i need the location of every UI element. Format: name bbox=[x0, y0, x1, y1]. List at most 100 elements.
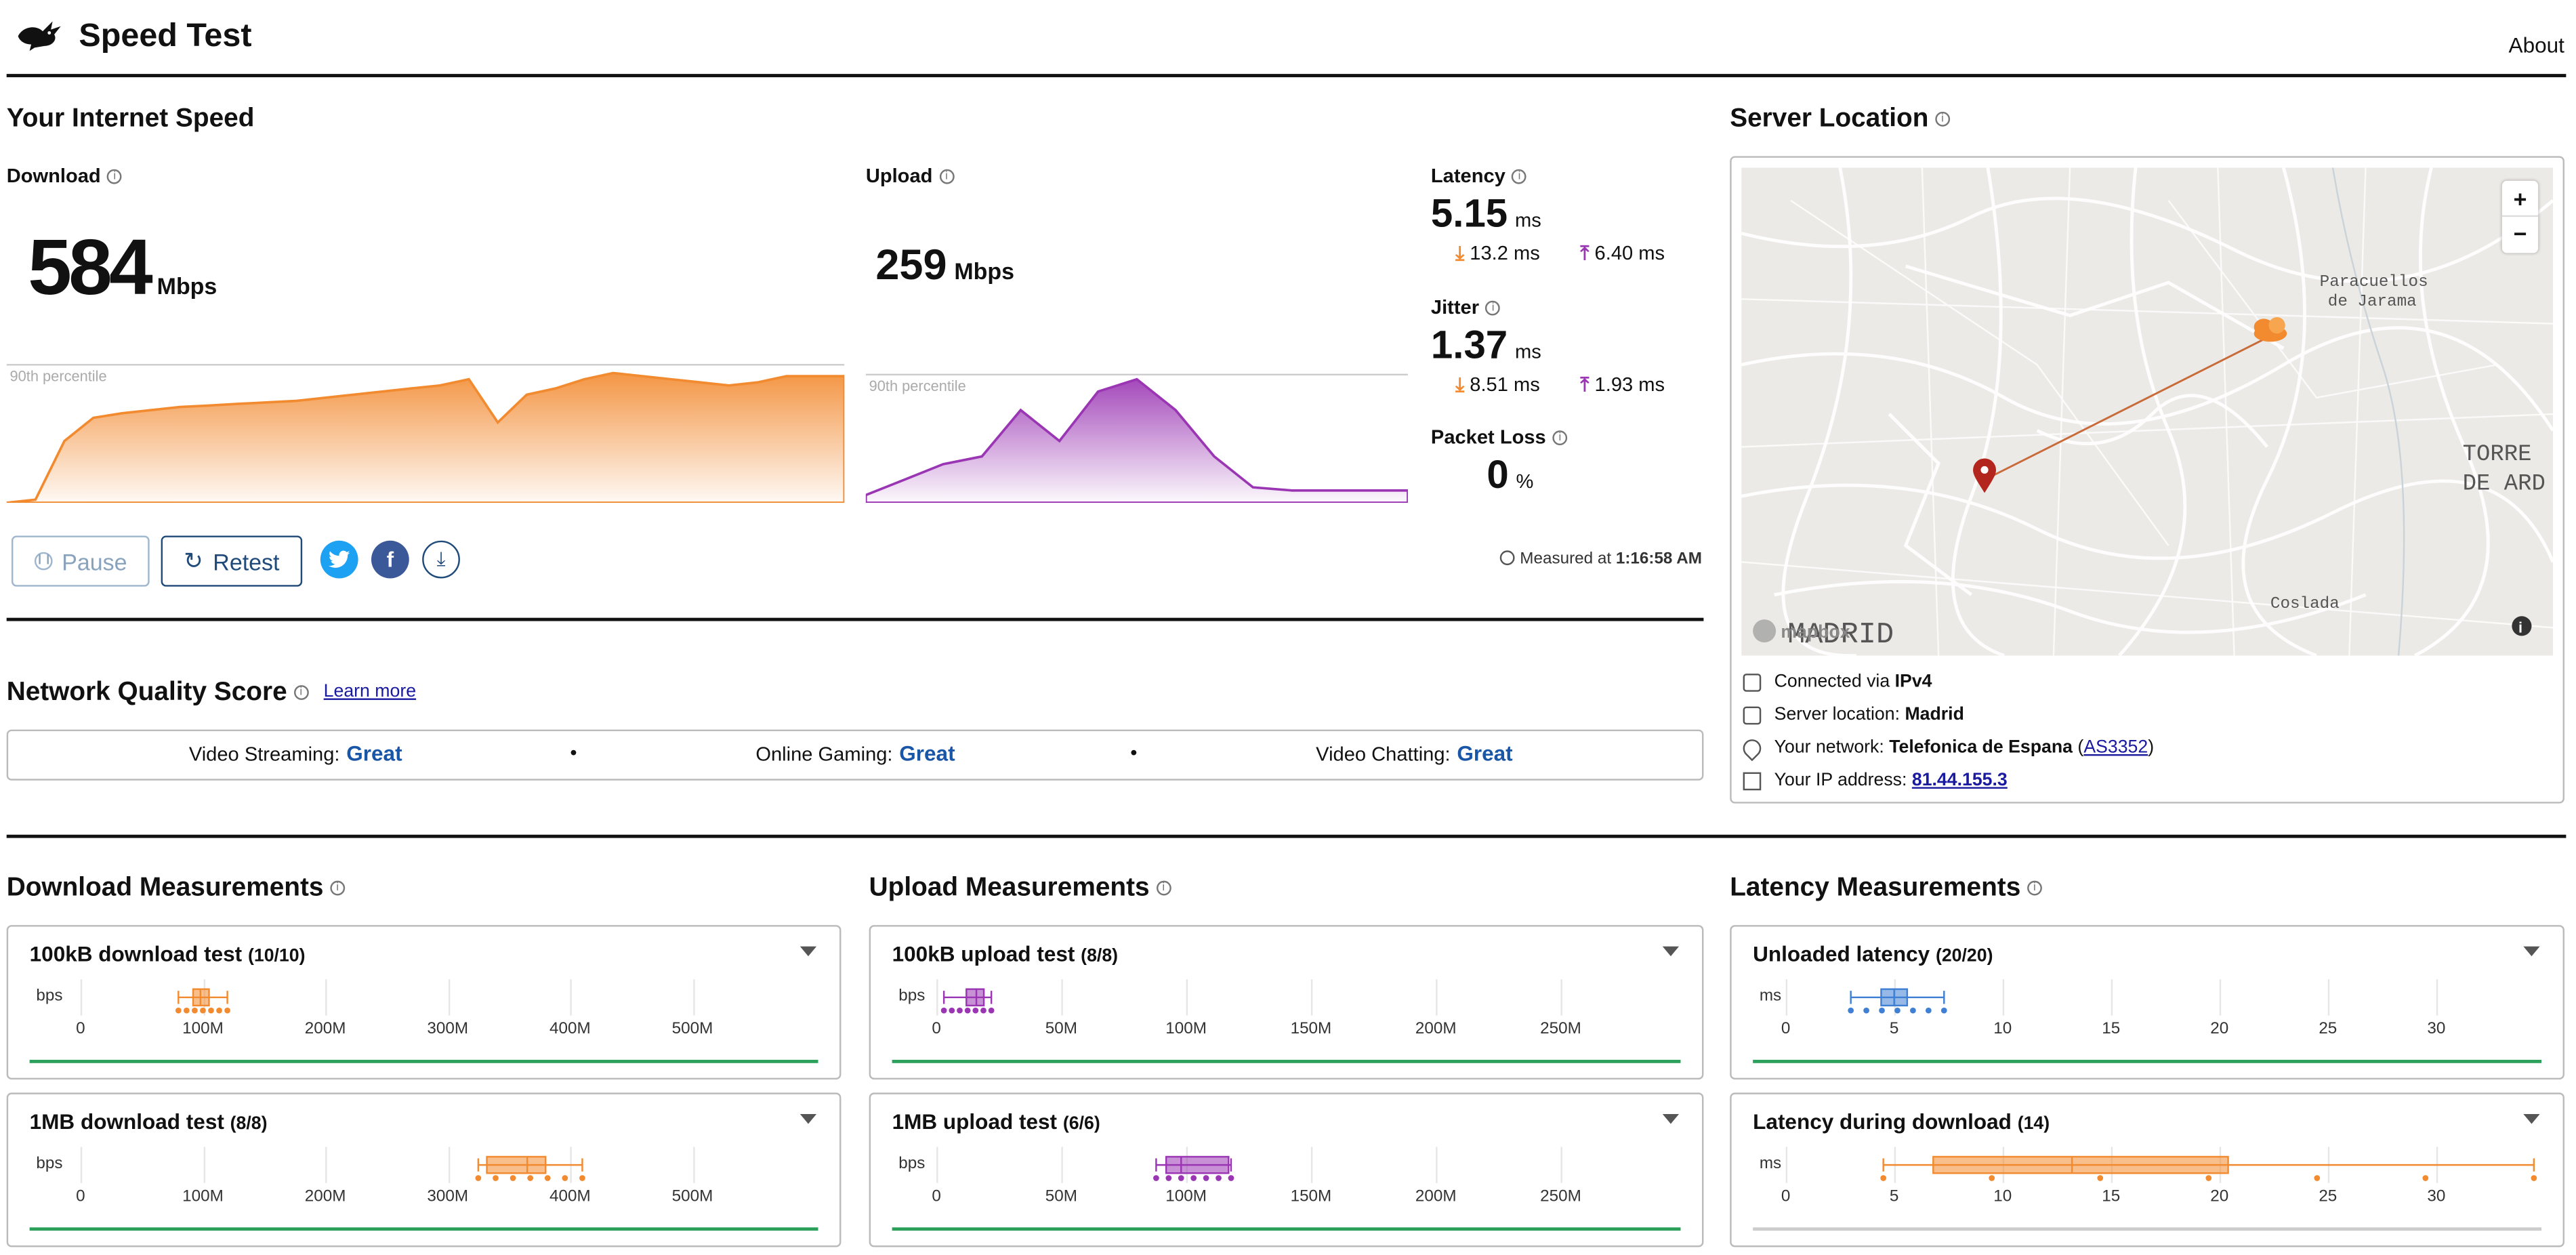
quality-chatting: Video Chatting: Great bbox=[1316, 741, 1513, 766]
download-area bbox=[6, 371, 845, 503]
sample-point bbox=[544, 1175, 551, 1181]
info-icon[interactable]: i bbox=[330, 881, 346, 897]
map-attribution-button[interactable]: i bbox=[2512, 616, 2532, 636]
clock-icon bbox=[1500, 550, 1516, 566]
upload-arrow-icon: ⤒ bbox=[1580, 241, 1590, 265]
sample-point bbox=[972, 1007, 979, 1014]
sample-point bbox=[1940, 1007, 1947, 1014]
status-bar bbox=[29, 1227, 818, 1231]
zoom-out-button[interactable]: − bbox=[2513, 220, 2527, 247]
unloaded-latency-card[interactable]: Unloaded latency (20/20) ms 0 5 10 15 20 25 30 bbox=[1730, 925, 2564, 1080]
upload-100kb-card[interactable]: 100kB upload test (8/8) bps 0 50M 100M 150M 20… bbox=[869, 925, 1704, 1080]
info-icon[interactable]: i bbox=[1552, 431, 1568, 446]
grid-line bbox=[1785, 1147, 1788, 1183]
chevron-down-icon[interactable] bbox=[799, 946, 817, 957]
grid-line bbox=[1560, 1147, 1562, 1183]
info-icon[interactable]: i bbox=[1156, 881, 1171, 897]
rabbit-logo-icon bbox=[18, 21, 61, 52]
card-title: 1MB upload test (6/6) bbox=[892, 1109, 1100, 1134]
grid-line bbox=[1061, 1147, 1063, 1183]
grid-line bbox=[2436, 979, 2438, 1016]
latency-during-download-card[interactable]: Latency during download (14) ms 0 5 10 15 20 25… bbox=[1730, 1092, 2564, 1248]
info-icon[interactable]: i bbox=[293, 685, 309, 701]
tick-label: 25 bbox=[2319, 1020, 2338, 1039]
box-plot bbox=[175, 988, 230, 1014]
header-divider bbox=[6, 74, 2567, 77]
latency-value: 5.15 ms bbox=[1430, 192, 1541, 237]
learn-more-link[interactable]: Learn more bbox=[323, 682, 417, 702]
download-100kb-card[interactable]: 100kB download test (10/10) bps 0 100M 200M 3… bbox=[6, 925, 842, 1080]
tick-label: 200M bbox=[304, 1020, 346, 1039]
sample-point bbox=[1203, 1175, 1209, 1181]
tick-label: 5 bbox=[1889, 1020, 1899, 1039]
grid-line bbox=[1061, 979, 1063, 1016]
grid-line bbox=[2327, 979, 2330, 1016]
retest-button[interactable]: ↻ Retest bbox=[161, 535, 303, 587]
sample-point bbox=[224, 1007, 230, 1014]
upload-area bbox=[865, 377, 1408, 503]
sample-point bbox=[957, 1007, 963, 1014]
status-bar bbox=[892, 1227, 1681, 1231]
sample-point bbox=[1153, 1175, 1159, 1181]
grid-line bbox=[936, 1147, 938, 1183]
sample-point bbox=[2531, 1175, 2537, 1181]
chevron-down-icon[interactable] bbox=[1662, 1113, 1680, 1124]
grid-line bbox=[325, 979, 327, 1016]
download-arrow-icon: ⤓ bbox=[1455, 241, 1465, 265]
sample-point bbox=[1165, 1175, 1172, 1181]
map-attribution-glyph: i bbox=[2518, 619, 2522, 636]
chevron-down-icon[interactable] bbox=[799, 1113, 817, 1124]
sample-point bbox=[1178, 1175, 1184, 1181]
card-title: 100kB download test (10/10) bbox=[29, 941, 306, 966]
chevron-down-icon[interactable] bbox=[2523, 1113, 2540, 1124]
sample-point bbox=[940, 1007, 947, 1014]
zoom-in-button[interactable]: + bbox=[2501, 181, 2539, 218]
quality-streaming: Video Streaming: Great bbox=[188, 741, 402, 766]
zoom-controls: + − bbox=[2501, 180, 2539, 253]
quality-gaming: Online Gaming: Great bbox=[755, 741, 955, 766]
box bbox=[1165, 1155, 1230, 1174]
box-plot bbox=[1153, 1155, 1234, 1181]
download-results-button[interactable]: ⤓ bbox=[422, 540, 460, 579]
grid-line bbox=[2002, 979, 2005, 1016]
chevron-down-icon[interactable] bbox=[2523, 946, 2540, 957]
info-icon[interactable]: i bbox=[2027, 881, 2042, 897]
tick-label: 200M bbox=[1415, 1188, 1457, 1206]
upload-1mb-card[interactable]: 1MB upload test (6/6) bps 0 50M 100M 150M 200M… bbox=[869, 1092, 1704, 1248]
tick-label: 200M bbox=[304, 1188, 346, 1206]
download-1mb-card[interactable]: 1MB download test (8/8) bps 0 100M 200M 300M 4… bbox=[6, 1092, 842, 1248]
ip-link[interactable]: 81.44.155.3 bbox=[1911, 770, 2008, 791]
logo[interactable] bbox=[13, 16, 66, 52]
grid-line bbox=[203, 1147, 205, 1183]
grid-line bbox=[447, 1147, 450, 1183]
sample-point bbox=[184, 1007, 190, 1014]
network-icon bbox=[1743, 674, 1762, 692]
sample-point bbox=[1925, 1007, 1932, 1014]
map-pin-icon bbox=[1973, 458, 1997, 493]
quality-title: Network Quality Score i bbox=[7, 678, 309, 708]
twitter-share-button[interactable] bbox=[320, 540, 358, 579]
box bbox=[486, 1155, 547, 1174]
server-map[interactable]: Paracuellos de Jarama TORRE DE ARD Cosla… bbox=[1741, 167, 2553, 656]
info-icon[interactable]: i bbox=[1485, 301, 1501, 316]
chevron-down-icon[interactable] bbox=[1662, 946, 1680, 957]
pause-button[interactable]: ❙❙ Pause bbox=[11, 535, 150, 587]
about-link[interactable]: About bbox=[2508, 33, 2564, 58]
info-icon[interactable]: i bbox=[1512, 169, 1527, 185]
info-icon[interactable]: i bbox=[107, 169, 123, 185]
mapbox-logo[interactable]: mapbox bbox=[1753, 619, 1850, 643]
box bbox=[1932, 1155, 2229, 1174]
sample-point bbox=[493, 1175, 499, 1181]
sample-point bbox=[949, 1007, 955, 1014]
facebook-share-button[interactable]: f bbox=[371, 540, 409, 579]
sample-point bbox=[1228, 1175, 1234, 1181]
info-icon[interactable]: i bbox=[939, 169, 954, 185]
sample-point bbox=[1190, 1175, 1197, 1181]
tick-label: 100M bbox=[1165, 1188, 1207, 1206]
sample-point bbox=[1863, 1007, 1869, 1014]
info-icon[interactable]: i bbox=[1935, 112, 1950, 127]
facebook-icon: f bbox=[386, 547, 394, 572]
tick-label: 100M bbox=[182, 1020, 224, 1039]
asn-link[interactable]: AS3352 bbox=[2083, 737, 2148, 758]
tick-label: 20 bbox=[2210, 1188, 2229, 1206]
